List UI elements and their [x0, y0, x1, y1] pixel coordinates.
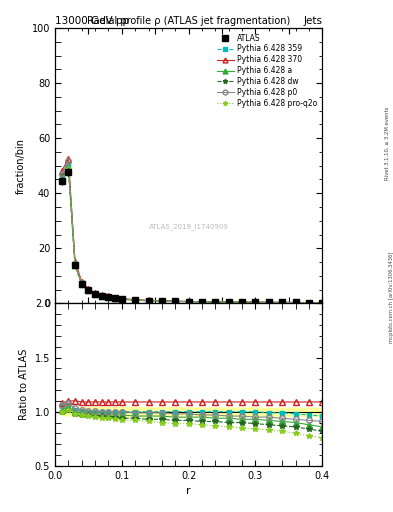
Text: Rivet 3.1.10, ≥ 3.2M events: Rivet 3.1.10, ≥ 3.2M events	[385, 106, 389, 180]
Legend: ATLAS, Pythia 6.428 359, Pythia 6.428 370, Pythia 6.428 a, Pythia 6.428 dw, Pyth: ATLAS, Pythia 6.428 359, Pythia 6.428 37…	[215, 32, 318, 110]
Y-axis label: Ratio to ATLAS: Ratio to ATLAS	[19, 349, 29, 420]
Text: 13000 GeV pp: 13000 GeV pp	[55, 15, 129, 26]
X-axis label: r: r	[186, 486, 191, 496]
Text: ATLAS_2019_I1740909: ATLAS_2019_I1740909	[149, 223, 229, 230]
Text: mcplots.cern.ch [arXiv:1306.3436]: mcplots.cern.ch [arXiv:1306.3436]	[389, 251, 393, 343]
Y-axis label: fraction/bin: fraction/bin	[16, 138, 26, 194]
Title: Radial profile ρ (ATLAS jet fragmentation): Radial profile ρ (ATLAS jet fragmentatio…	[87, 16, 290, 26]
Text: Jets: Jets	[303, 15, 322, 26]
